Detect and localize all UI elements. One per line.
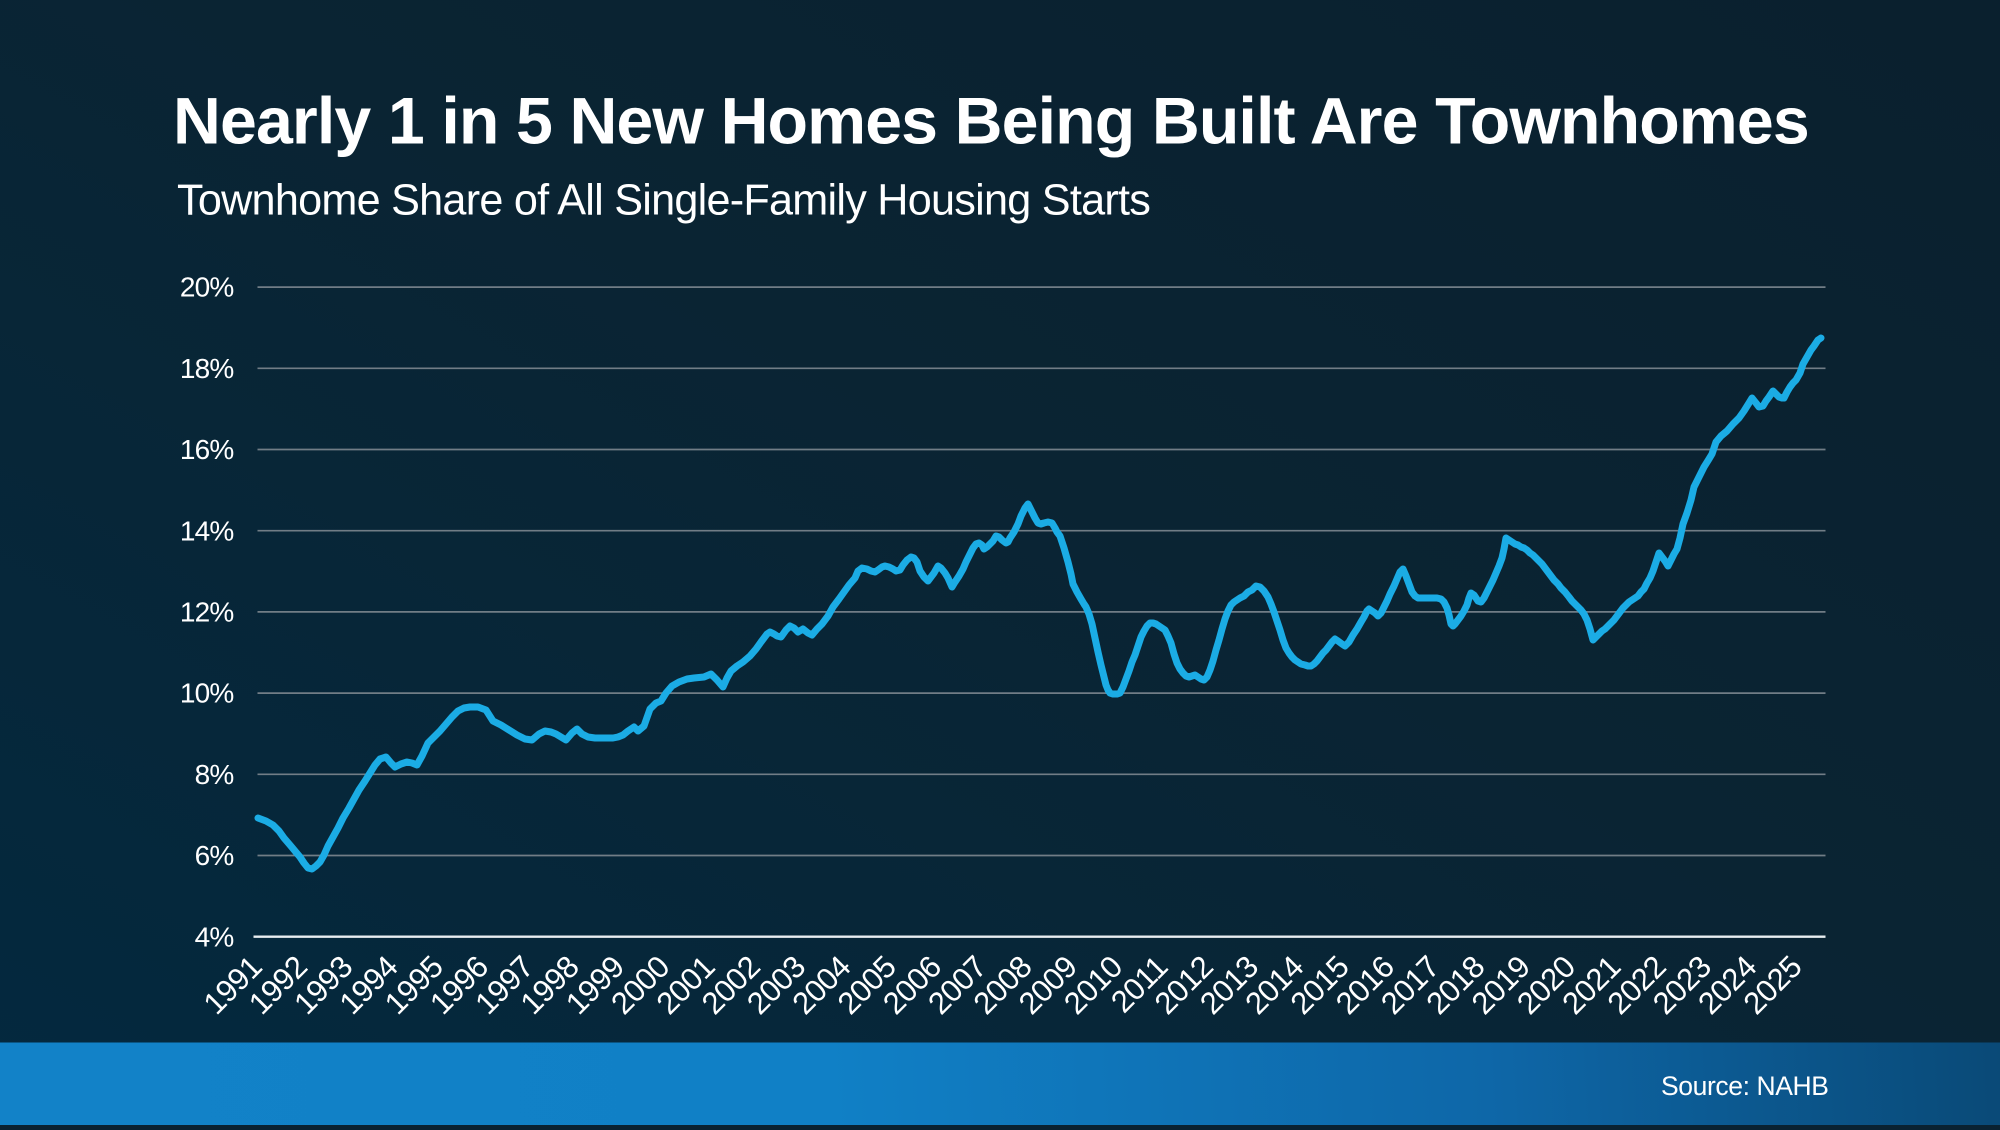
svg-text:Townhome Share of All Single-F: Townhome Share of All Single-Family Hous… bbox=[177, 176, 1150, 224]
svg-text:14%: 14% bbox=[180, 515, 234, 546]
svg-text:18%: 18% bbox=[180, 353, 234, 384]
svg-text:Source: NAHB: Source: NAHB bbox=[1661, 1071, 1829, 1101]
svg-text:Nearly 1 in 5 New Homes Being: Nearly 1 in 5 New Homes Being Built Are … bbox=[173, 85, 1809, 159]
svg-text:8%: 8% bbox=[195, 759, 234, 790]
svg-text:4%: 4% bbox=[195, 921, 234, 952]
svg-text:6%: 6% bbox=[195, 840, 234, 871]
svg-text:16%: 16% bbox=[180, 434, 234, 465]
svg-text:12%: 12% bbox=[180, 597, 234, 628]
svg-text:10%: 10% bbox=[180, 678, 234, 709]
svg-text:20%: 20% bbox=[180, 272, 234, 303]
